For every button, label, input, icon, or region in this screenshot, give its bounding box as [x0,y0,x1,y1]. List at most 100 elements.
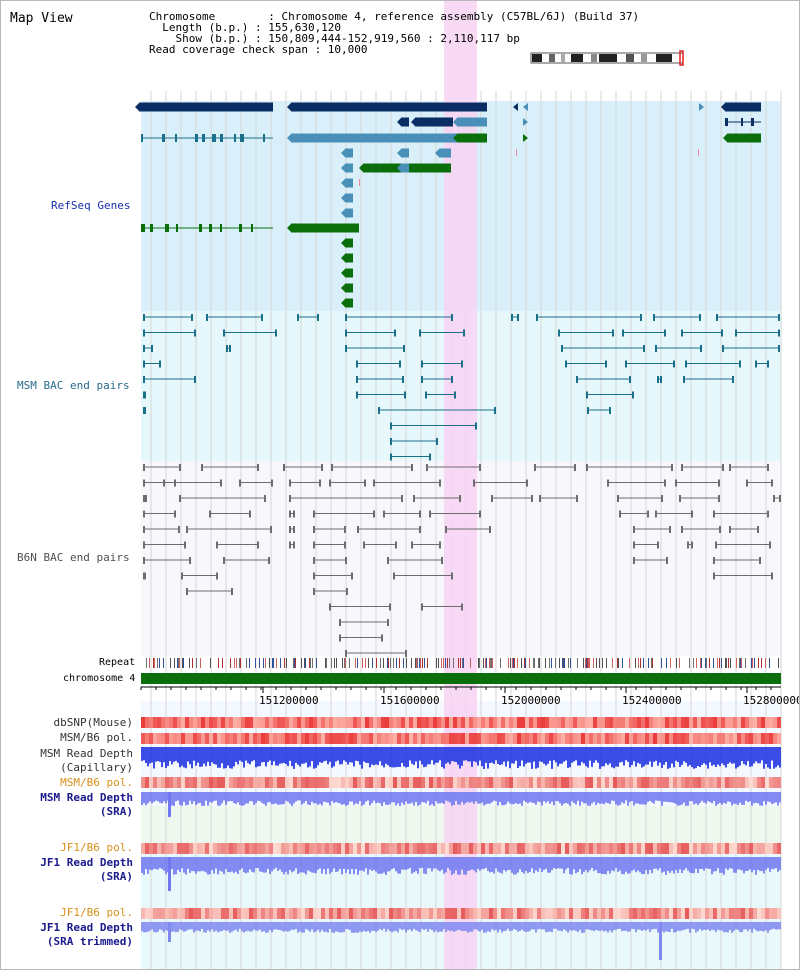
depth-bar [637,792,639,804]
jf1-b6-pol-label-2[interactable]: JF1/B6 pol. [60,906,133,919]
msm-b6-pol-label-2[interactable]: MSM/B6 pol. [60,776,133,789]
bac-end [473,479,475,487]
depth-bar [275,922,277,930]
repeat-mark [751,658,752,668]
refseq-gene-features[interactable] [135,102,761,308]
depth-bar [627,792,629,806]
depth-bar [653,792,655,804]
bac-end [576,376,578,383]
heat-cell [217,908,221,919]
depth-bar [531,857,533,869]
depth-bar [183,747,185,768]
repeat-mark [529,658,530,668]
msm-b6-pol-label-1[interactable]: MSM/B6 pol. [60,731,133,744]
heat-cell [173,777,177,788]
jf1-read-depth-trim-label[interactable]: JF1 Read Depth [40,921,133,934]
dbsnp-label[interactable]: dbSNP(Mouse) [53,716,133,729]
heat-cell [169,843,173,854]
depth-bar [279,857,281,870]
heat-cell [557,733,561,744]
heat-cell [457,733,461,744]
heat-cell [365,777,369,788]
repeat-mark [661,658,662,668]
depth-bar [493,922,495,931]
depth-bar [365,922,367,932]
repeat-track-features[interactable] [146,658,779,668]
heat-cell [425,843,429,854]
heat-cell [749,733,753,744]
depth-bar [241,922,243,932]
heat-cell [437,717,441,728]
repeat-mark [500,658,501,668]
gene-exon [220,134,223,142]
depth-bar [405,922,407,933]
depth-bar [607,922,609,933]
depth-bar [743,857,745,874]
b6n-bac-label[interactable]: B6N BAC end pairs [17,551,130,564]
jf1-read-depth-sra-label[interactable]: JF1 Read Depth [40,856,133,869]
bac-end [669,526,671,533]
chromosome-ideogram[interactable] [530,50,684,66]
depth-bar [415,857,417,872]
heat-cell [245,843,249,854]
depth-bar [465,747,467,761]
heat-cell [609,777,613,788]
b6n-bac-end-pair-features[interactable] [143,464,781,657]
depth-bar [577,747,579,766]
heat-cell [673,908,677,919]
heat-cell [385,717,389,728]
heat-cell [761,717,765,728]
depth-bar [157,922,159,932]
depth-bar [439,922,441,932]
depth-bar [451,922,453,931]
depth-bar [267,792,269,803]
heat-cell [549,733,553,744]
msm-read-depth-sra-label[interactable]: MSM Read Depth [40,791,133,804]
depth-bar [169,747,171,761]
depth-bar [447,747,449,763]
heat-cell [601,717,605,728]
chromosome-bar[interactable] [141,673,781,684]
heat-cell [589,717,593,728]
depth-bar [773,747,775,769]
heat-cell [369,777,373,788]
depth-bar [181,857,183,869]
heat-cell [617,777,621,788]
jf1-b6-pol-label-1[interactable]: JF1/B6 pol. [60,841,133,854]
depth-bar [333,922,335,933]
depth-bar [149,747,151,764]
bac-end [494,407,496,414]
bac-end [664,329,666,337]
heat-cell [501,717,505,728]
depth-bar [367,857,369,875]
depth-bar [423,747,425,768]
variation-heatmap-tracks[interactable] [141,717,781,919]
msm-read-depth-capillary-label[interactable]: MSM Read Depth [40,747,133,760]
depth-bar [595,922,597,930]
depth-bar [201,747,203,767]
heat-cell [441,717,445,728]
depth-bar [215,857,217,869]
ruler-tick-label: 152000000 [501,694,561,707]
repeat-mark [396,658,397,668]
depth-bar [457,922,459,930]
read-depth-tracks[interactable] [141,747,781,960]
depth-bar [307,747,309,768]
msm-bac-end-pair-features[interactable] [143,314,780,461]
heat-cell [221,777,225,788]
depth-bar [337,747,339,761]
selection-highlight-band[interactable] [444,1,477,970]
depth-bar [267,747,269,763]
depth-bar [689,922,691,933]
msm-bac-label[interactable]: MSM BAC end pairs [17,379,130,392]
heat-cell [365,717,369,728]
depth-bar [691,792,693,802]
depth-bar [567,857,569,868]
depth-bar [281,922,283,931]
refseq-genes-label[interactable]: RefSeq Genes [51,199,131,212]
depth-bar [257,857,259,869]
depth-bar [647,792,649,802]
heat-cell [189,843,193,854]
heat-cell [313,908,317,919]
